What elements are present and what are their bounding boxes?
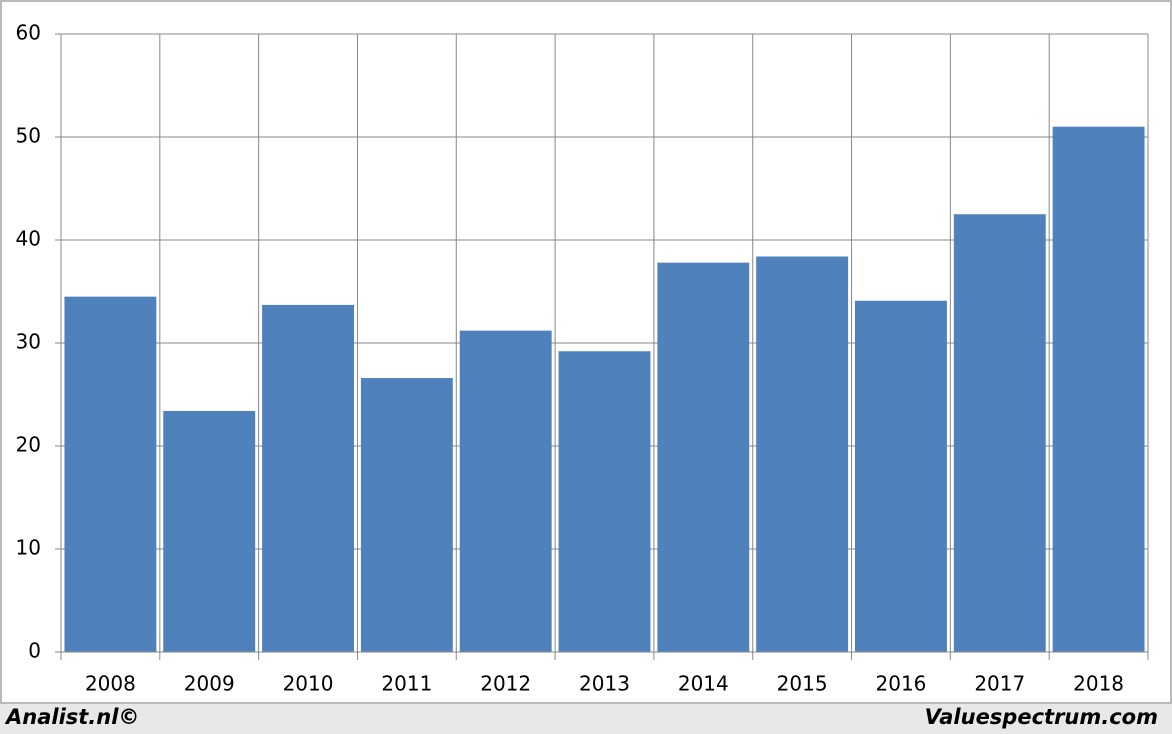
bar [1052, 126, 1145, 652]
bar [163, 410, 256, 652]
x-tick-label: 2009 [184, 672, 235, 696]
x-tick-label: 2013 [579, 672, 630, 696]
y-tick-label: 0 [28, 639, 41, 663]
x-tick-label: 2015 [777, 672, 828, 696]
x-tick-label: 2008 [85, 672, 136, 696]
y-tick-label: 30 [16, 330, 41, 354]
footer-right: Valuespectrum.com [925, 705, 1158, 729]
x-tick-label: 2010 [283, 672, 334, 696]
x-tick-label: 2018 [1073, 672, 1124, 696]
bar [657, 262, 750, 652]
y-tick-label: 60 [16, 21, 41, 45]
bar [459, 330, 552, 652]
bar [64, 296, 157, 652]
bar [558, 351, 651, 652]
bar [262, 304, 354, 652]
x-tick-label: 2017 [974, 672, 1025, 696]
x-tick-label: 2012 [480, 672, 531, 696]
footer-bar [0, 704, 1172, 734]
y-tick-label: 50 [16, 124, 41, 148]
y-tick-label: 10 [16, 536, 41, 560]
footer-left: Analist.nl© [4, 705, 139, 729]
x-tick-label: 2016 [876, 672, 927, 696]
bar [953, 214, 1046, 652]
x-tick-label: 2011 [381, 672, 432, 696]
y-tick-label: 40 [16, 227, 41, 251]
y-tick-label: 20 [16, 433, 41, 457]
bar [360, 378, 453, 652]
bar [855, 300, 947, 652]
x-tick-label: 2014 [678, 672, 729, 696]
bar [756, 256, 849, 652]
